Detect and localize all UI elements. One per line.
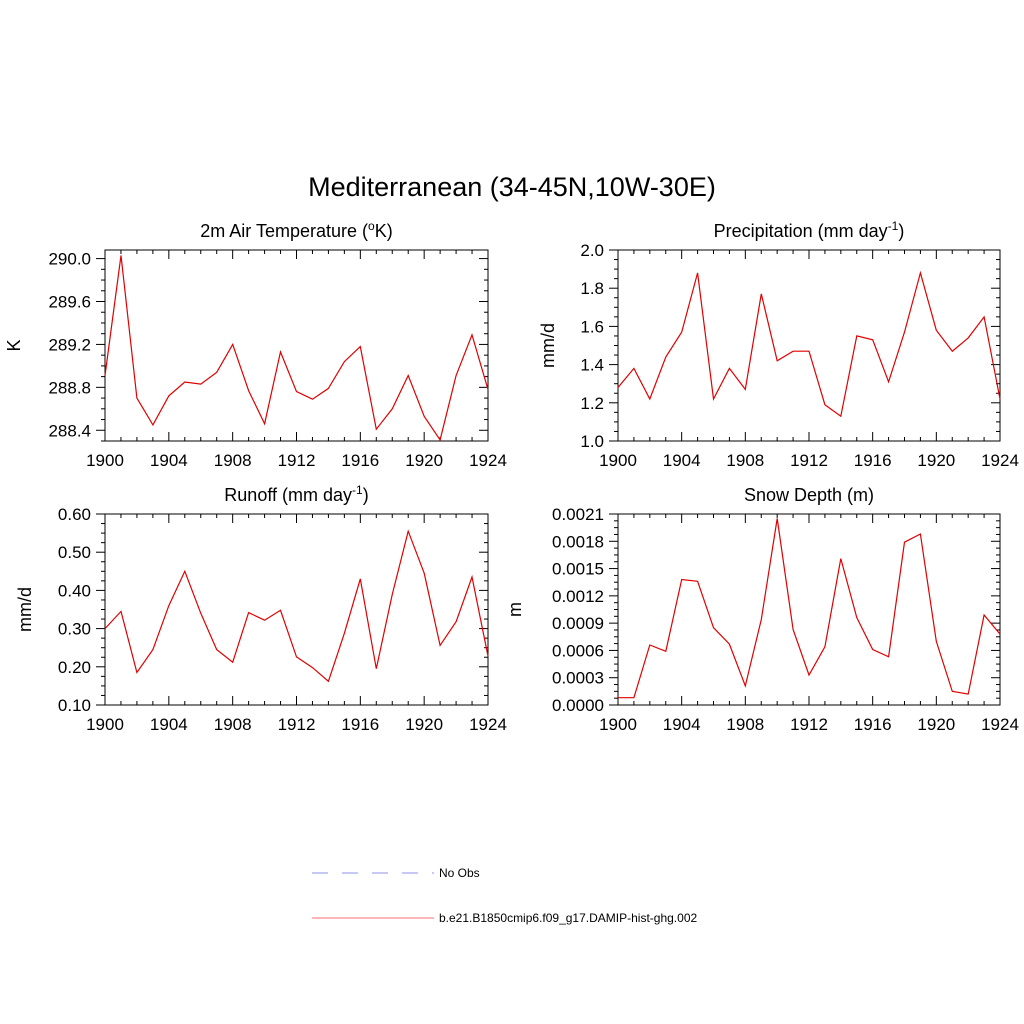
x-tick-label: 1916	[854, 451, 892, 470]
panel-title-superscript: o	[368, 219, 375, 233]
y-tick-label: 0.60	[58, 505, 91, 524]
panel-3: Runoff (mm day-1) mm/d 1900 1904 1908 1912 191…	[15, 483, 507, 734]
panel-title-superscript: -1	[888, 219, 899, 233]
x-tick-label: 1916	[341, 715, 379, 734]
series-line	[104, 529, 489, 683]
y-tick-label: 0.50	[58, 543, 91, 562]
y-axis-label: K	[4, 339, 24, 351]
x-tick-label: 1920	[917, 451, 955, 470]
panel-2: Precipitation (mm day-1) mm/d 1900 1904 1908…	[538, 219, 1019, 470]
series-line	[618, 518, 1001, 699]
x-tick-label: 1924	[981, 451, 1019, 470]
y-tick-label: 288.8	[48, 378, 91, 397]
x-tick-label: 1908	[726, 715, 764, 734]
y-tick-label: 0.0018	[552, 532, 604, 551]
x-tick-label: 1900	[86, 715, 124, 734]
x-tick-label: 1912	[790, 715, 828, 734]
y-tick-label: 288.4	[48, 421, 91, 440]
x-tick-label: 1912	[278, 451, 316, 470]
y-tick-label: 0.0009	[552, 614, 604, 633]
y-tick-label: 289.6	[48, 293, 91, 312]
panel-title-text: 2m Air Temperature (	[200, 221, 368, 241]
x-tick-label: 1908	[214, 715, 252, 734]
x-tick-label: 1908	[726, 451, 764, 470]
panel-title: Snow Depth (m)	[744, 485, 874, 505]
x-tick-label: 1900	[86, 451, 124, 470]
y-tick-label: 0.30	[58, 620, 91, 639]
panel-title: Precipitation (mm day-1)	[714, 219, 905, 241]
panel-title: 2m Air Temperature (oK)	[200, 219, 392, 241]
y-tick-label: 0.0006	[552, 641, 604, 660]
y-tick-label: 0.0021	[552, 505, 604, 524]
series-line	[104, 255, 489, 442]
y-tick-label: 289.2	[48, 335, 91, 354]
y-tick-label: 0.0015	[552, 560, 604, 579]
y-axis-label: mm/d	[15, 587, 35, 632]
plot-frame	[104, 249, 489, 442]
x-tick-label: 1920	[405, 715, 443, 734]
panels: 2m Air Temperature (oK) K 1900 1904 1908 1912…	[4, 219, 1019, 734]
panel-1: 2m Air Temperature (oK) K 1900 1904 1908 1912…	[4, 219, 507, 470]
x-tick-label: 1924	[469, 451, 507, 470]
panel-title-text: Runoff (mm day	[224, 485, 352, 505]
y-tick-label: 0.0012	[552, 587, 604, 606]
x-tick-label: 1920	[405, 451, 443, 470]
panel-title-text: Snow Depth (m)	[744, 485, 874, 505]
plot-frame	[617, 249, 1001, 442]
x-tick-label: 1916	[854, 715, 892, 734]
y-tick-label: 0.10	[58, 696, 91, 715]
x-tick-label: 1900	[599, 451, 637, 470]
legend-label-model: b.e21.B1850cmip6.f09_g17.DAMIP-hist-ghg.…	[439, 911, 697, 925]
x-tick-label: 1924	[981, 715, 1019, 734]
x-tick-label: 1904	[663, 451, 701, 470]
x-tick-label: 1904	[150, 715, 188, 734]
y-axis-label: mm/d	[538, 323, 558, 368]
y-tick-label: 0.0003	[552, 669, 604, 688]
panel-title: Runoff (mm day-1)	[224, 483, 368, 505]
figure-title: Mediterranean (34-45N,10W-30E)	[308, 172, 716, 202]
y-tick-label: 0.20	[58, 658, 91, 677]
y-axis-label: m	[505, 602, 525, 617]
y-tick-label: 1.2	[580, 394, 604, 413]
series-line	[617, 270, 1001, 418]
y-tick-label: 1.8	[580, 279, 604, 298]
x-tick-label: 1912	[278, 715, 316, 734]
panel-title-suffix: )	[363, 485, 369, 505]
x-tick-label: 1904	[663, 715, 701, 734]
plot-frame	[104, 513, 489, 706]
panel-title-superscript: -1	[352, 483, 363, 497]
legend-label-no-obs: No Obs	[439, 866, 480, 880]
y-tick-label: 290.0	[48, 250, 91, 269]
x-tick-label: 1920	[917, 715, 955, 734]
legend: No Obs b.e21.B1850cmip6.f09_g17.DAMIP-hi…	[312, 866, 697, 925]
y-tick-label: 2.0	[580, 241, 604, 260]
y-tick-label: 0.40	[58, 581, 91, 600]
y-tick-label: 1.0	[580, 432, 604, 451]
y-tick-label: 1.6	[580, 317, 604, 336]
x-tick-label: 1908	[214, 451, 252, 470]
x-tick-label: 1904	[150, 451, 188, 470]
panel-4: Snow Depth (m) m 1900 1904 1908 1912 1916 1920 1…	[505, 485, 1019, 734]
x-tick-label: 1916	[341, 451, 379, 470]
panel-title-suffix: K)	[375, 221, 393, 241]
y-tick-label: 1.4	[580, 356, 604, 375]
x-tick-label: 1912	[790, 451, 828, 470]
y-tick-label: 0.0000	[552, 696, 604, 715]
x-tick-label: 1900	[599, 715, 637, 734]
x-tick-label: 1924	[469, 715, 507, 734]
panel-title-text: Precipitation (mm day	[714, 221, 888, 241]
panel-title-suffix: )	[898, 221, 904, 241]
